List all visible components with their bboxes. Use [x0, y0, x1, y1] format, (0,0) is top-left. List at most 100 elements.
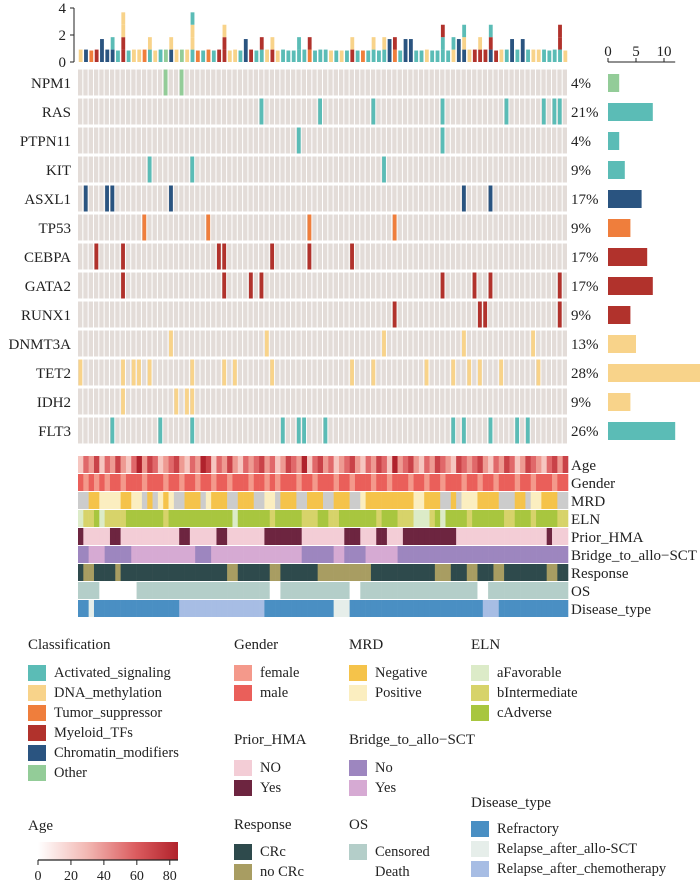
annotation-cell: [243, 510, 249, 527]
oncoprint-cell-divider: [524, 243, 526, 270]
annotation-cell: [530, 510, 537, 527]
annotation-cell: [253, 510, 260, 527]
oncoprint-cell-divider: [348, 98, 350, 125]
oncoprint-cell-divider: [236, 272, 238, 299]
oncoprint-cell-divider: [252, 98, 254, 125]
oncoprint-cell-divider: [231, 185, 233, 212]
legend-swatch: [28, 705, 46, 721]
top-bar-segment: [211, 50, 216, 62]
oncoprint-cell-divider: [119, 330, 121, 357]
oncoprint-cell-divider: [284, 272, 286, 299]
oncoprint-cell-divider: [332, 127, 334, 154]
oncoprint-cell-divider: [460, 301, 462, 328]
annotation-cell: [141, 492, 148, 509]
top-bar-segment: [169, 49, 174, 62]
annotation-cell: [344, 474, 350, 491]
annotation-cell: [312, 492, 318, 509]
legend-label: male: [260, 684, 289, 701]
oncoprint-cell-divider: [215, 417, 217, 444]
mutation-cell: [169, 330, 173, 357]
annotation-cell: [221, 564, 228, 581]
gene-percentage: 4%: [571, 76, 591, 92]
mutation-cell: [488, 272, 493, 299]
oncoprint-cell-divider: [162, 98, 164, 125]
annotation-cell: [557, 582, 563, 599]
oncoprint-cell-divider: [417, 243, 419, 270]
annotation-cell: [237, 582, 244, 599]
top-bar-segment: [142, 49, 147, 62]
annotation-cell: [323, 582, 329, 599]
annotation-cell: [445, 546, 452, 563]
oncoprint-cell-divider: [268, 330, 270, 357]
oncoprint-cell-divider: [295, 301, 297, 328]
oncoprint-cell-divider: [401, 156, 403, 183]
oncoprint-cell-divider: [492, 243, 494, 270]
oncoprint-cell-divider: [359, 156, 361, 183]
oncoprint-cell-divider: [316, 156, 318, 183]
annotation-cell: [397, 510, 404, 527]
annotation-cell: [360, 582, 366, 599]
annotation-cell: [392, 510, 398, 527]
annotation-cell: [115, 564, 121, 581]
oncoprint-cell-divider: [481, 127, 483, 154]
oncoprint-cell-divider: [183, 69, 185, 96]
annotation-cell: [291, 600, 297, 617]
oncoprint-cell-divider: [337, 417, 339, 444]
oncoprint-cell-divider: [156, 185, 158, 212]
annotation-cell: [179, 582, 185, 599]
annotation-cell: [285, 528, 292, 545]
oncoprint-cell-divider: [306, 388, 308, 415]
mutation-cell: [83, 185, 88, 212]
oncoprint-cell-divider: [465, 388, 467, 415]
oncoprint-cell-divider: [236, 98, 238, 125]
annotation-cell: [333, 546, 340, 563]
mutation-cell: [137, 359, 141, 386]
oncoprint-cell-divider: [524, 330, 526, 357]
top-bar-segment: [281, 49, 285, 62]
annotation-cell: [189, 546, 196, 563]
oncoprint-cell-divider: [327, 272, 329, 299]
oncoprint-cell-divider: [359, 127, 361, 154]
oncoprint-cell-divider: [236, 388, 238, 415]
annotation-cell: [259, 600, 265, 617]
oncoprint-cell-divider: [172, 127, 174, 154]
annotation-cell: [413, 546, 420, 563]
oncoprint-cell-divider: [316, 127, 318, 154]
oncoprint-cell-divider: [327, 330, 329, 357]
annotation-cell: [227, 528, 233, 545]
legend-label: Relapse_after_chemotherapy: [497, 860, 667, 877]
oncoprint-cell-divider: [322, 214, 323, 241]
oncoprint-cell-divider: [343, 359, 345, 386]
top-bar-tick-label: 2: [59, 28, 67, 44]
oncoprint-cell-divider: [567, 359, 568, 386]
oncoprint-cell-divider: [311, 98, 313, 125]
top-bar-segment: [382, 37, 387, 50]
oncoprint-cell-divider: [178, 69, 180, 96]
annotation-cell: [360, 600, 366, 617]
annotation-cell: [312, 600, 318, 617]
annotation-cell: [259, 564, 265, 581]
oncoprint-cell-divider: [146, 98, 148, 125]
oncoprint-cell-divider: [290, 98, 292, 125]
legend-swatch: [28, 685, 46, 701]
annotation-cell: [525, 456, 532, 473]
mutation-cell: [169, 185, 173, 212]
oncoprint-cell-divider: [492, 98, 494, 125]
oncoprint-cell-divider: [455, 156, 457, 183]
oncoprint-cell-divider: [487, 69, 489, 96]
oncoprint-cell-divider: [487, 156, 489, 183]
oncoprint-cell-divider: [146, 243, 148, 270]
oncoprint-cell-divider: [236, 69, 238, 96]
gene-percentage: 17%: [571, 250, 599, 266]
oncoprint-cell-divider: [433, 69, 435, 96]
annotation-cell: [291, 510, 297, 527]
top-bar-segment: [398, 50, 403, 62]
annotation-cell: [248, 546, 255, 563]
oncoprint-cell-divider: [258, 214, 260, 241]
oncoprint-cell-divider: [337, 214, 339, 241]
legend-label: Positive: [375, 684, 422, 701]
annotation-cell: [456, 492, 462, 509]
annotation-cell: [552, 528, 558, 545]
oncoprint-cell-divider: [263, 388, 265, 415]
legend-swatch: [349, 665, 367, 681]
